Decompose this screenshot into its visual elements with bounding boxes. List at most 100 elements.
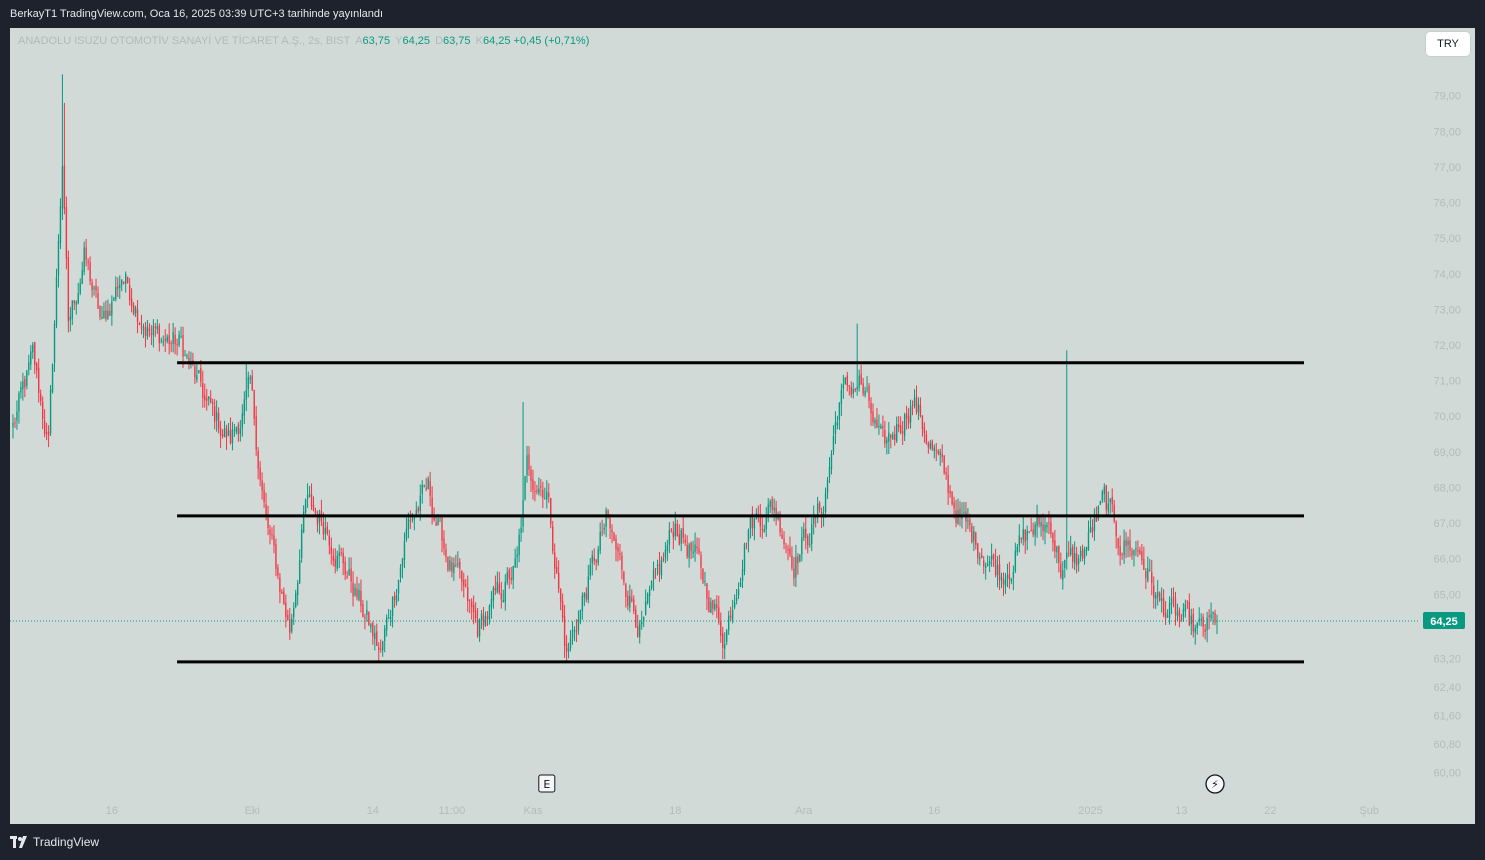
candle xyxy=(642,616,645,628)
candle-body xyxy=(279,577,281,592)
candle-body xyxy=(26,370,28,387)
candle xyxy=(285,594,287,628)
candle-body xyxy=(291,618,293,632)
candle xyxy=(1020,537,1022,544)
candle-body xyxy=(18,393,20,412)
candle xyxy=(911,400,914,416)
candle xyxy=(1028,531,1030,534)
candle-body xyxy=(443,538,445,549)
candle xyxy=(128,278,131,306)
candle xyxy=(376,623,378,647)
candle xyxy=(656,559,659,576)
candle xyxy=(403,532,406,569)
candle xyxy=(65,196,68,270)
candle xyxy=(1204,624,1206,640)
candle xyxy=(609,514,611,540)
candle xyxy=(61,74,64,220)
candle-body xyxy=(160,340,162,342)
candle-body xyxy=(953,502,955,509)
candle xyxy=(676,519,678,537)
candle-body xyxy=(824,493,827,513)
candle-body xyxy=(743,544,746,572)
currency-button[interactable]: TRY xyxy=(1426,32,1470,56)
candle xyxy=(933,444,935,459)
candle xyxy=(208,395,210,406)
candle xyxy=(340,547,342,557)
candle-body xyxy=(227,430,230,436)
candle-body xyxy=(117,286,119,289)
candle xyxy=(336,550,338,572)
y-tick-label: 63,20 xyxy=(1433,653,1461,665)
footer-bar: TradingView xyxy=(0,824,1485,860)
candle xyxy=(338,544,340,569)
candle xyxy=(898,416,900,433)
candle-body xyxy=(664,549,667,558)
candle xyxy=(943,455,945,475)
candle xyxy=(1214,609,1216,626)
candle xyxy=(678,524,680,546)
candle-body xyxy=(959,508,961,517)
candle xyxy=(856,323,858,396)
candle xyxy=(1095,506,1098,523)
candle xyxy=(1022,517,1024,546)
candle-body xyxy=(314,510,317,514)
open-value: 63,75 xyxy=(362,35,391,47)
price-chart[interactable]: 79,00 78,00 77,00 76,00 75,00 74,00 73,00 72,00… xyxy=(10,28,1475,824)
candle-body xyxy=(874,420,876,424)
candle-body xyxy=(686,544,688,557)
candle xyxy=(121,279,123,292)
candle-body xyxy=(451,561,453,572)
candle-body xyxy=(905,413,908,419)
candle xyxy=(625,582,627,608)
candle xyxy=(743,542,746,576)
candle-body xyxy=(937,450,939,454)
candle-body xyxy=(552,526,554,552)
candle xyxy=(22,372,24,401)
candle-body xyxy=(437,518,439,525)
candle-body xyxy=(538,488,540,494)
candle-body xyxy=(516,554,518,558)
candle xyxy=(186,353,188,360)
candle-body xyxy=(520,527,522,533)
candle-body xyxy=(767,504,769,518)
brand[interactable]: TradingView xyxy=(10,835,99,849)
candle xyxy=(142,323,145,339)
candle-body xyxy=(431,497,433,515)
candle-body xyxy=(154,326,157,328)
candle xyxy=(737,582,740,599)
candle-body xyxy=(103,310,105,318)
candle xyxy=(550,497,552,529)
candle xyxy=(878,414,880,435)
candle xyxy=(633,595,635,615)
candle xyxy=(138,322,141,326)
candle-body xyxy=(913,398,916,406)
candle-body xyxy=(787,548,789,551)
candle-body xyxy=(1145,571,1147,579)
candle-body xyxy=(229,429,232,444)
candle xyxy=(368,611,370,626)
candle xyxy=(818,501,821,513)
candle-body xyxy=(225,427,228,438)
candle-body xyxy=(1143,558,1145,571)
candle xyxy=(528,446,530,476)
y-tick-label: 62,40 xyxy=(1433,682,1461,694)
candle xyxy=(117,277,119,298)
candle xyxy=(557,560,560,593)
candle-body xyxy=(318,513,321,523)
candle-body xyxy=(494,587,497,591)
candle-body xyxy=(164,338,166,341)
candle-body xyxy=(1024,529,1026,542)
candle xyxy=(666,539,669,562)
candle-body xyxy=(546,491,548,500)
candle-body xyxy=(1200,619,1202,621)
candle xyxy=(43,409,46,438)
candle xyxy=(1143,546,1145,571)
candle-body xyxy=(805,528,807,538)
candle xyxy=(868,382,870,409)
candle-body xyxy=(975,532,977,545)
candle-body xyxy=(971,526,973,543)
chart-pane[interactable]: 79,00 78,00 77,00 76,00 75,00 74,00 73,00 72,00… xyxy=(10,28,1475,824)
candle xyxy=(1113,499,1115,524)
candle-body xyxy=(455,565,457,567)
candle xyxy=(921,415,924,437)
